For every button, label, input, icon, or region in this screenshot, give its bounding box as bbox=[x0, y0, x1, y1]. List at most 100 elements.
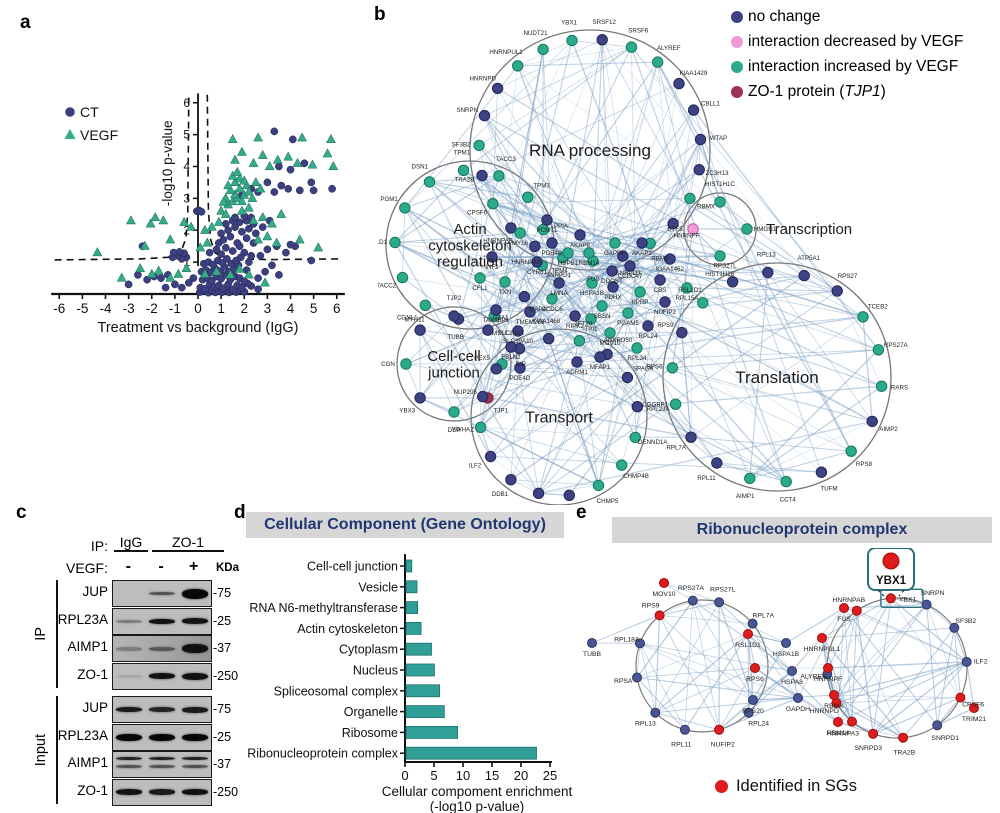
scatter-point-ct bbox=[251, 229, 260, 238]
network-edge bbox=[576, 349, 879, 363]
scatter-point-ct bbox=[275, 271, 283, 279]
network-edge bbox=[607, 354, 873, 422]
gel-band bbox=[149, 707, 175, 712]
rnp-edge bbox=[827, 661, 967, 669]
network-edge bbox=[601, 39, 649, 327]
network-edge bbox=[546, 219, 721, 257]
rnp-node-label: RBM14 bbox=[827, 730, 850, 737]
rnp-node-label: ILF2 bbox=[974, 659, 988, 666]
rnp-edge bbox=[663, 582, 720, 603]
network-edge bbox=[482, 309, 497, 397]
network-edge bbox=[606, 354, 692, 438]
scatter-point-vegf bbox=[173, 268, 184, 278]
scatter-point-vegf bbox=[232, 166, 243, 176]
network-edge bbox=[592, 260, 631, 267]
scatter-point-ct bbox=[189, 274, 198, 282]
scatter-point-vegf bbox=[223, 180, 233, 190]
group-label-text: IP bbox=[33, 626, 49, 641]
rnp-edge bbox=[752, 670, 793, 701]
network-edge bbox=[672, 110, 694, 224]
network-edge bbox=[749, 385, 882, 479]
network-edge bbox=[657, 61, 702, 140]
network-edge bbox=[611, 270, 768, 273]
network-node bbox=[815, 466, 828, 478]
gel-band bbox=[116, 707, 143, 712]
rnp-edge bbox=[926, 604, 961, 698]
go-bar bbox=[405, 601, 419, 614]
ybx1-callout-dot-icon bbox=[882, 552, 900, 570]
network-edge bbox=[517, 197, 691, 332]
network-edge bbox=[543, 229, 822, 473]
network-edge bbox=[496, 286, 614, 370]
rnp-edge bbox=[821, 597, 892, 639]
rnp-node bbox=[743, 707, 754, 718]
network-edge bbox=[690, 436, 852, 452]
x-tick-label: -1 bbox=[169, 301, 181, 316]
network-node bbox=[726, 276, 739, 288]
network-node-label: RBM14 bbox=[579, 260, 600, 267]
network-edge bbox=[692, 228, 864, 318]
network-node-label: JUP bbox=[514, 361, 526, 368]
network-node bbox=[505, 222, 517, 234]
network-edge bbox=[579, 291, 641, 341]
network-node bbox=[396, 271, 409, 284]
network-node-label: PDE4D bbox=[510, 375, 531, 382]
network-edge bbox=[479, 245, 536, 279]
network-edge bbox=[394, 242, 651, 244]
rnp-node bbox=[659, 578, 669, 588]
go-category-label: Ribonucleoprotein complex bbox=[247, 747, 399, 761]
cluster-label: Translation bbox=[735, 368, 818, 387]
rnp-edge bbox=[843, 607, 853, 722]
rnp-node bbox=[587, 638, 597, 648]
legend-dot-icon bbox=[731, 60, 743, 73]
kda-marker: -250 bbox=[213, 784, 239, 799]
network-edge bbox=[551, 242, 576, 317]
scatter-point-ct bbox=[288, 135, 297, 144]
rnp-node bbox=[787, 666, 797, 676]
network-node-label: HNRNPA3 bbox=[511, 259, 541, 266]
network-edge bbox=[627, 279, 661, 314]
x-tick-label: -6 bbox=[53, 301, 65, 316]
rnp-edge bbox=[785, 607, 845, 644]
rnp-node-label: RPL13 bbox=[635, 721, 656, 728]
network-node bbox=[546, 293, 558, 305]
scatter-point-vegf bbox=[179, 216, 190, 226]
rnp-edge bbox=[821, 627, 955, 639]
network-edge bbox=[394, 242, 531, 313]
network-edge bbox=[538, 290, 838, 494]
network-node-label: HIST1H1C bbox=[705, 181, 735, 188]
network-node bbox=[681, 282, 693, 294]
network-node-label: ADRM1 bbox=[566, 369, 588, 376]
network-edge bbox=[635, 139, 701, 438]
scatter-point-ct bbox=[238, 227, 246, 236]
scatter-point-ct bbox=[224, 226, 232, 235]
network-edge bbox=[480, 340, 580, 428]
network-node bbox=[741, 223, 753, 235]
network-node bbox=[514, 227, 526, 239]
network-node-label: TRA2B bbox=[454, 177, 474, 184]
scatter-point-vegf bbox=[234, 183, 245, 193]
rnp-node-label: RPS6 bbox=[746, 676, 764, 683]
significance-threshold bbox=[206, 94, 342, 261]
network-node-label: RBMX bbox=[697, 203, 715, 210]
network-node bbox=[543, 333, 555, 345]
rnp-node-label: HSPA8 bbox=[781, 679, 803, 686]
network-edge bbox=[601, 39, 613, 272]
gel-band bbox=[181, 588, 208, 599]
blot-row-label: ZO-1 bbox=[77, 782, 108, 798]
gel-panel bbox=[112, 662, 212, 690]
rnp-edge bbox=[797, 607, 845, 699]
rnp-cluster-circle bbox=[635, 599, 769, 733]
network-node-label: SBSN bbox=[594, 313, 611, 320]
network-node-label: CCDC6 bbox=[541, 306, 563, 313]
scatter-point-vegf bbox=[253, 132, 264, 142]
network-node bbox=[514, 362, 526, 374]
rnp-title: Ribonucleoprotein complex bbox=[612, 517, 992, 543]
rnp-edges bbox=[591, 582, 975, 739]
network-node-label: FBLN2 bbox=[501, 354, 521, 361]
network-edge bbox=[579, 234, 601, 358]
network-edge bbox=[402, 277, 525, 297]
network-node-label: HSPB1 bbox=[558, 260, 579, 267]
network-edge bbox=[657, 61, 852, 452]
